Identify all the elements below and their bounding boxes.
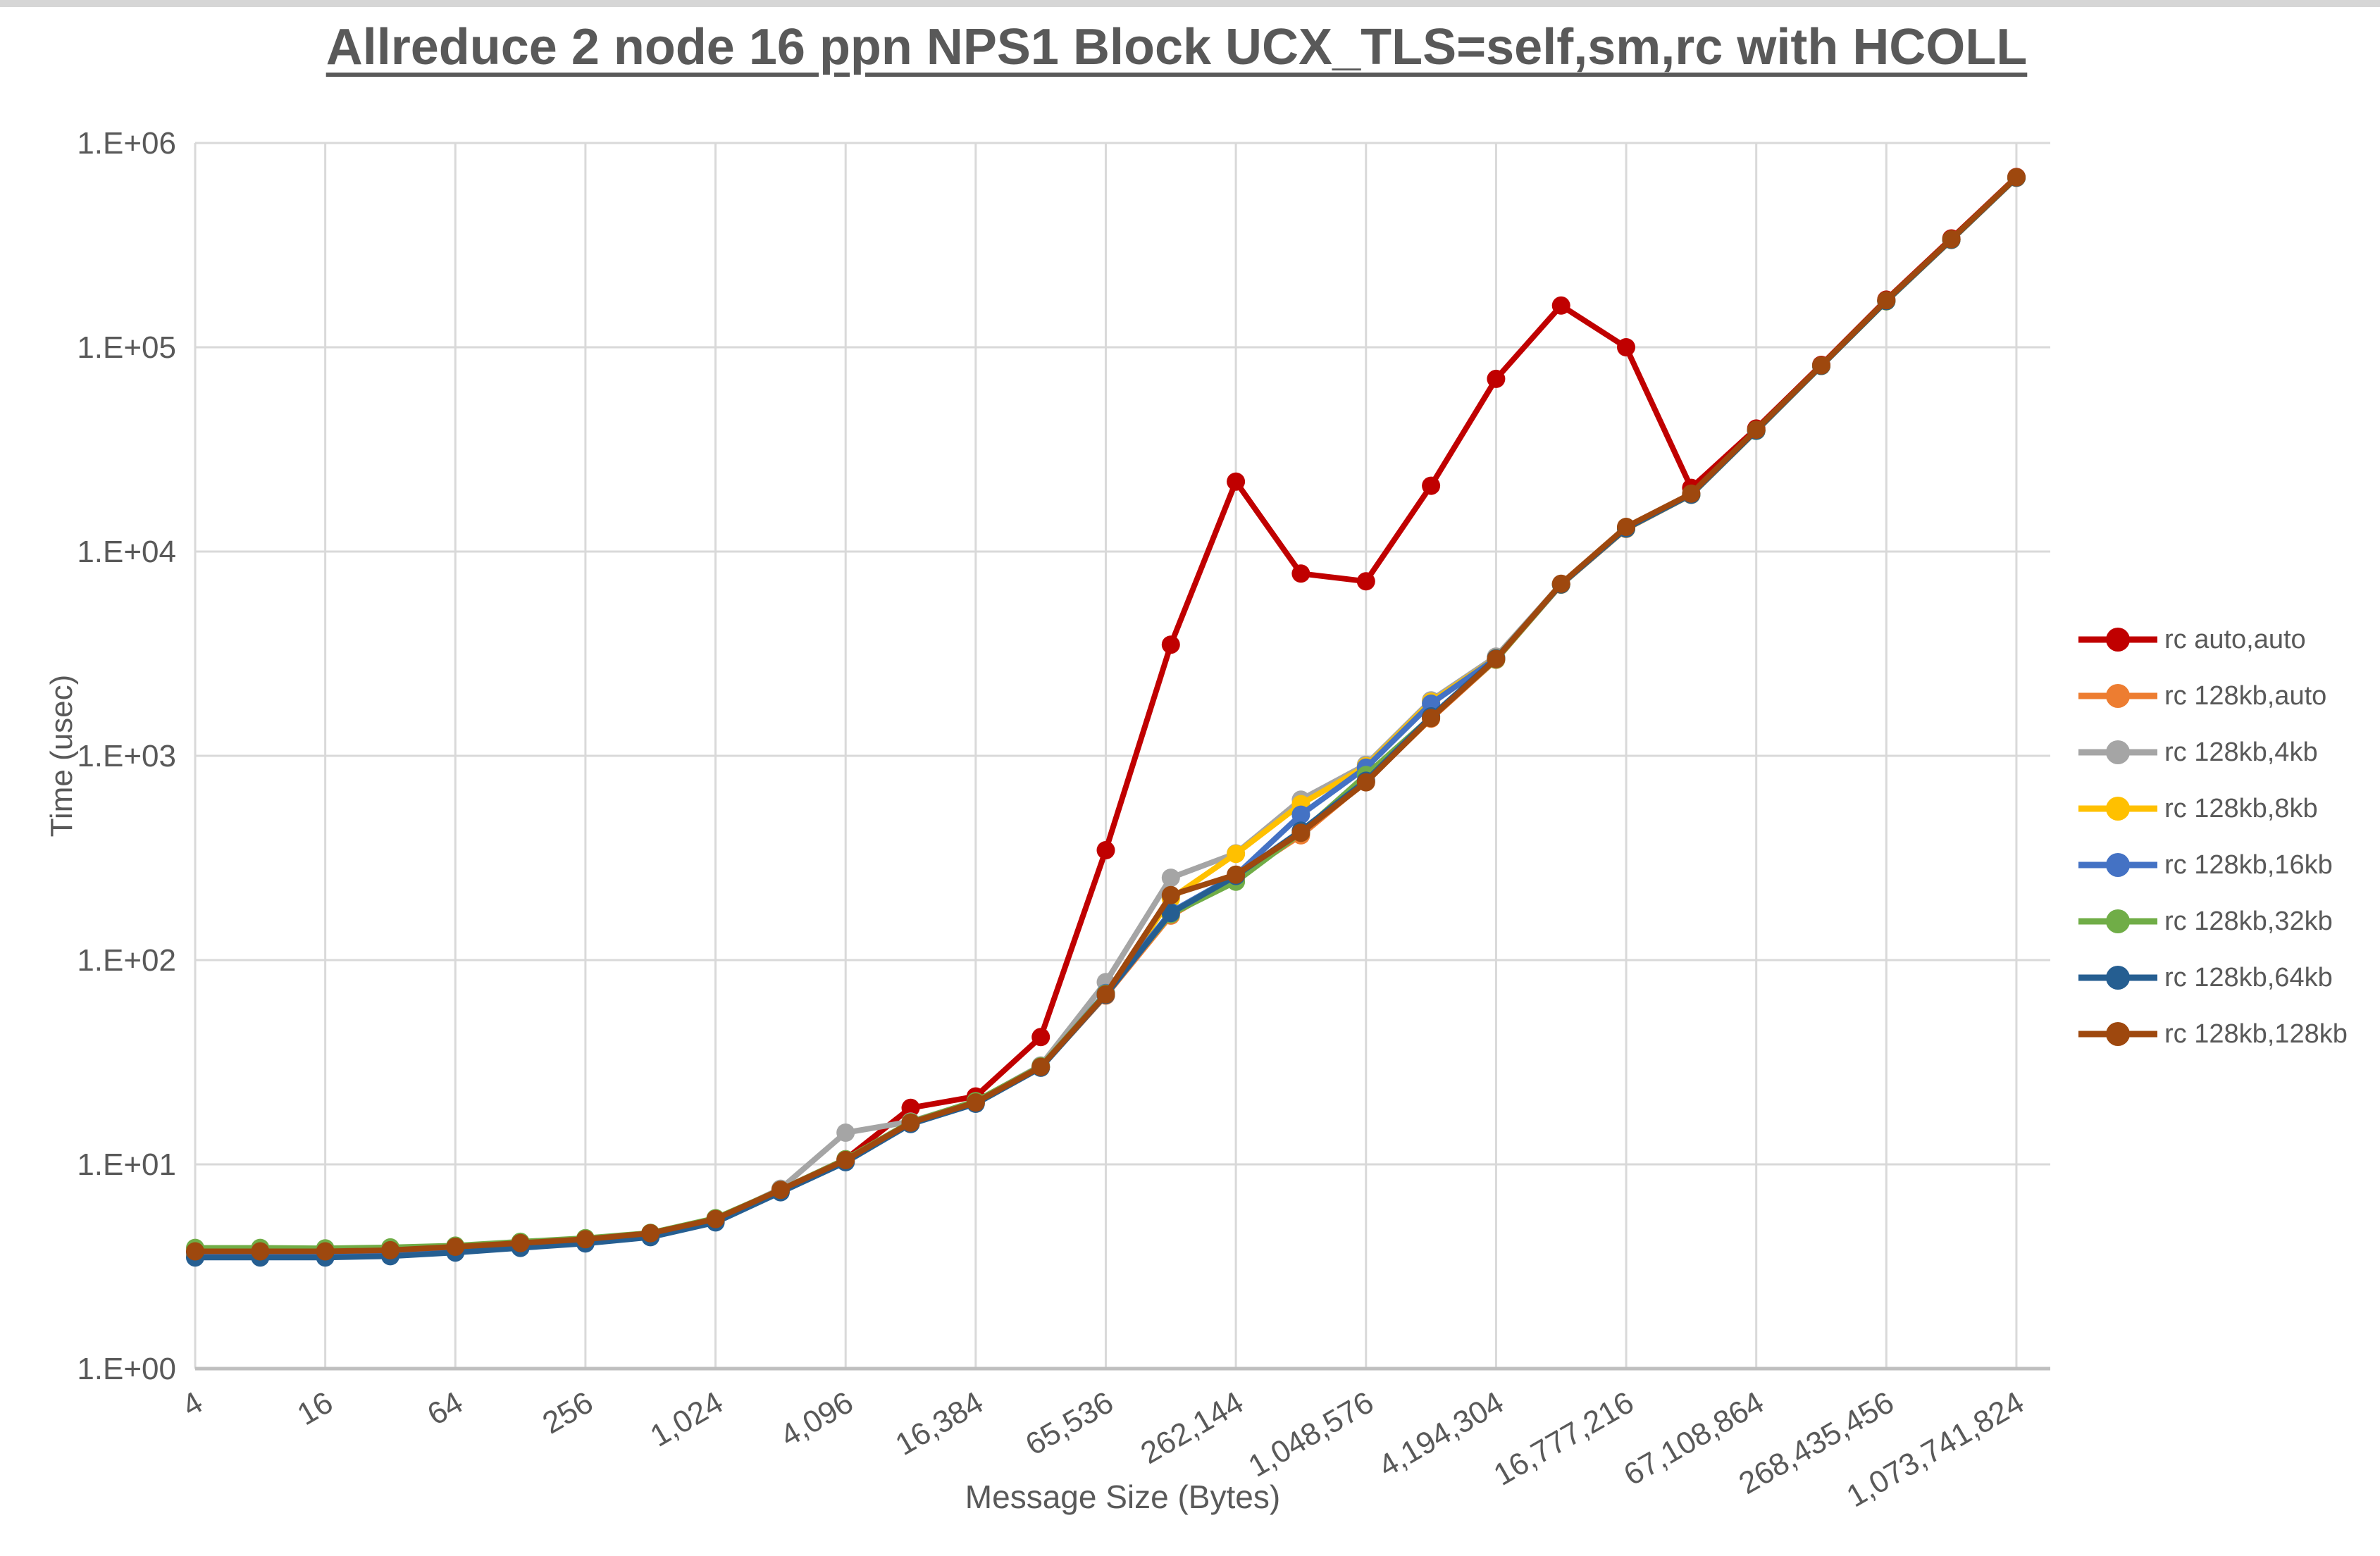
legend: rc auto,auto rc 128kb,auto rc 128kb,4kb rc … <box>2078 611 2348 1062</box>
legend-item-rc-128kb-8kb: rc 128kb,8kb <box>2078 780 2348 837</box>
legend-label: rc 128kb,128kb <box>2164 1019 2348 1049</box>
legend-marker-icon <box>2078 684 2157 708</box>
legend-label: rc 128kb,32kb <box>2164 906 2333 936</box>
data-point-icon <box>1096 841 1115 859</box>
window-top-edge <box>0 0 2380 7</box>
legend-item-rc-128kb-4kb: rc 128kb,4kb <box>2078 724 2348 780</box>
data-point-icon <box>1877 291 1896 310</box>
data-point-icon <box>446 1238 465 1256</box>
data-point-icon <box>1227 845 1246 864</box>
legend-item-rc-128kb-64kb: rc 128kb,64kb <box>2078 950 2348 1006</box>
data-point-icon <box>1161 885 1180 904</box>
legend-item-rc-128kb-32kb: rc 128kb,32kb <box>2078 893 2348 950</box>
x-tick-label: 256 <box>537 1385 599 1440</box>
data-point-icon <box>1551 296 1570 315</box>
data-point-icon <box>1617 518 1635 536</box>
legend-marker-icon <box>2078 909 2157 933</box>
data-point-icon <box>251 1242 270 1261</box>
legend-label: rc 128kb,4kb <box>2164 737 2318 767</box>
data-point-icon <box>966 1093 985 1112</box>
data-point-icon <box>381 1240 399 1259</box>
data-point-icon <box>1747 421 1766 439</box>
x-tick-label: 64 <box>421 1385 469 1432</box>
legend-item-rc-auto-auto: rc auto,auto <box>2078 611 2348 668</box>
y-tick-label: 1.E+06 <box>77 126 176 161</box>
legend-item-rc-128kb-auto: rc 128kb,auto <box>2078 668 2348 724</box>
data-point-icon <box>1422 695 1441 713</box>
legend-marker-icon <box>2078 628 2157 652</box>
data-point-icon <box>1682 484 1701 503</box>
data-point-icon <box>706 1209 725 1228</box>
data-point-icon <box>1161 635 1180 654</box>
data-point-icon <box>1291 564 1310 583</box>
data-point-icon <box>1942 230 1961 249</box>
x-tick-label: 4,194,304 <box>1372 1385 1509 1483</box>
data-point-icon <box>1227 865 1246 884</box>
data-point-icon <box>1551 574 1570 593</box>
x-tick-label: 4 <box>176 1385 209 1424</box>
legend-marker-icon <box>2078 740 2157 764</box>
legend-marker-icon <box>2078 853 2157 877</box>
data-point-icon <box>1487 649 1506 668</box>
x-tick-label: 1,024 <box>645 1385 729 1453</box>
data-point-icon <box>836 1124 855 1142</box>
data-point-icon <box>1617 338 1635 356</box>
data-point-icon <box>1291 805 1310 824</box>
x-axis-title: Message Size (Bytes) <box>965 1479 1281 1515</box>
y-tick-label: 1.E+05 <box>77 330 176 365</box>
y-tick-label: 1.E+00 <box>77 1352 176 1386</box>
legend-marker-icon <box>2078 1022 2157 1046</box>
data-point-icon <box>1031 1028 1050 1047</box>
y-tick-label: 1.E+02 <box>77 943 176 978</box>
data-point-icon <box>836 1150 855 1169</box>
data-point-icon <box>1356 572 1375 591</box>
series-markers-rc-128kb-128kb <box>186 168 2026 1261</box>
y-tick-label: 1.E+04 <box>77 535 176 569</box>
data-point-icon <box>511 1233 530 1252</box>
data-point-icon <box>576 1230 595 1249</box>
x-tick-label: 4,096 <box>774 1385 859 1453</box>
data-point-icon <box>901 1113 920 1132</box>
data-point-icon <box>1161 904 1180 923</box>
data-point-icon <box>641 1224 660 1243</box>
data-point-icon <box>316 1242 335 1261</box>
x-tick-label: 16,384 <box>890 1385 989 1462</box>
data-point-icon <box>901 1098 920 1117</box>
x-tick-label: 1,048,576 <box>1243 1385 1380 1483</box>
data-point-icon <box>1096 985 1115 1004</box>
legend-label: rc 128kb,auto <box>2164 680 2327 711</box>
data-point-icon <box>771 1181 790 1200</box>
legend-label: rc auto,auto <box>2164 624 2306 654</box>
data-point-icon <box>1291 823 1310 842</box>
y-tick-label: 1.E+03 <box>77 739 176 773</box>
data-point-icon <box>1422 709 1441 728</box>
legend-label: rc 128kb,8kb <box>2164 793 2318 823</box>
x-tick-label: 65,536 <box>1019 1385 1119 1462</box>
legend-marker-icon <box>2078 966 2157 990</box>
data-point-icon <box>1812 356 1830 375</box>
legend-item-rc-128kb-128kb: rc 128kb,128kb <box>2078 1006 2348 1062</box>
chart-title: Allreduce 2 node 16 ppn NPS1 Block UCX_T… <box>326 19 2028 75</box>
legend-label: rc 128kb,16kb <box>2164 849 2333 880</box>
data-point-icon <box>1487 369 1506 388</box>
data-point-icon <box>2007 168 2026 187</box>
y-tick-label: 1.E+01 <box>77 1147 176 1182</box>
data-point-icon <box>1031 1057 1050 1076</box>
legend-label: rc 128kb,64kb <box>2164 962 2333 992</box>
data-point-icon <box>186 1242 204 1261</box>
data-point-icon <box>1227 472 1246 491</box>
legend-marker-icon <box>2078 797 2157 821</box>
data-point-icon <box>1356 773 1375 792</box>
x-tick-label: 16 <box>292 1385 339 1432</box>
data-point-icon <box>1422 476 1441 495</box>
x-tick-label: 16,777,216 <box>1488 1385 1640 1493</box>
data-point-icon <box>1161 869 1180 888</box>
legend-item-rc-128kb-16kb: rc 128kb,16kb <box>2078 837 2348 893</box>
x-tick-label: 262,144 <box>1135 1385 1249 1471</box>
